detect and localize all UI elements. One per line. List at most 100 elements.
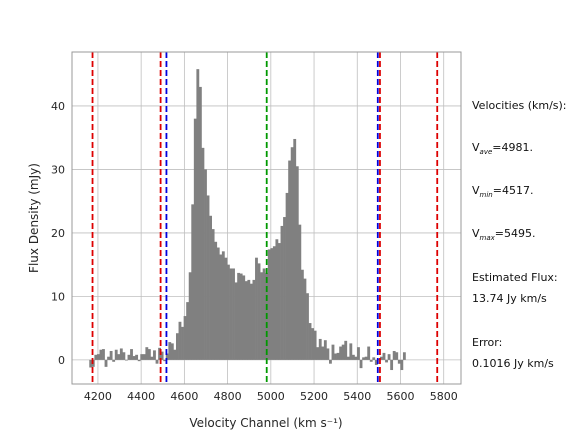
histogram-bar (277, 243, 281, 360)
histogram-bar (382, 352, 386, 360)
x-tick-labels: 4200 4400 4600 4800 5000 5200 5400 5600 5800 (84, 390, 458, 403)
histogram-bar (242, 275, 246, 360)
histogram-bar (275, 239, 279, 360)
histogram-bar (150, 356, 154, 360)
x-tick-label: 5000 (257, 390, 285, 403)
error-label: Error: (472, 336, 503, 349)
y-tick-labels: 0 10 20 30 40 (51, 100, 65, 367)
histogram-bar (252, 279, 256, 360)
histogram-bar (323, 340, 327, 360)
histogram-bar (244, 281, 248, 360)
histogram-bar (341, 344, 345, 360)
v-min-readout: Vmin=4517. (472, 184, 533, 199)
histogram-bar (385, 359, 388, 363)
histogram-bar (344, 340, 348, 360)
v-min-value: =4517. (492, 184, 534, 197)
histogram-bar (196, 69, 200, 360)
x-tick-label: 4200 (84, 390, 112, 403)
histogram-bar (216, 247, 220, 360)
histogram-bar (137, 359, 141, 362)
histogram-bar (267, 249, 271, 360)
histogram-bar (354, 356, 358, 360)
histogram-bar (104, 359, 108, 367)
histogram-bar (186, 302, 190, 360)
histogram-bar (163, 359, 167, 362)
histogram-bar (102, 349, 105, 360)
histogram-bar (402, 352, 406, 360)
histogram-bar (142, 354, 146, 360)
histogram-bar (293, 138, 297, 360)
histogram-bar (334, 353, 337, 360)
flux-value: 13.74 Jy km/s (472, 292, 547, 305)
y-tick-label: 10 (51, 290, 65, 303)
histogram-bar (306, 293, 309, 360)
histogram-bar (321, 346, 325, 360)
histogram-bar (191, 204, 195, 360)
histogram-bar (132, 356, 136, 360)
histogram-bar (188, 272, 192, 360)
plot-frame (71, 51, 462, 385)
histogram-bar (290, 147, 294, 360)
x-tick-label: 4400 (127, 390, 155, 403)
x-tick-label: 4800 (214, 390, 242, 403)
velocities-heading: Velocities (km/s): (472, 99, 567, 112)
histogram-bar (181, 326, 184, 360)
histogram-bar (96, 354, 100, 360)
histogram-bar (193, 118, 197, 360)
histogram-bar (303, 278, 307, 360)
histogram-bar (283, 217, 286, 360)
histogram-bar (226, 264, 230, 360)
histogram-bar (359, 359, 363, 369)
x-tick-label: 5600 (386, 390, 414, 403)
histogram-bar (367, 346, 371, 360)
histogram-bar (153, 350, 156, 360)
histogram-bar (262, 268, 266, 360)
histogram-bar (237, 272, 241, 360)
histogram-bar (311, 328, 314, 360)
histogram-bar (387, 354, 391, 360)
histogram-bar (160, 351, 164, 360)
histogram-bar (257, 263, 261, 360)
histogram-bar (298, 224, 302, 360)
histogram-bar (124, 359, 128, 361)
histogram-bar (377, 359, 381, 360)
histogram-bar (380, 356, 383, 360)
histogram-bar (232, 268, 235, 360)
histogram-bar (89, 359, 93, 368)
histogram-bar (288, 160, 292, 360)
histogram-bar (280, 225, 284, 360)
v-min-prefix: V (472, 184, 480, 197)
histogram-bar (206, 195, 210, 360)
histogram-bar (122, 352, 126, 360)
histogram-bar (130, 349, 133, 360)
histogram-bar (372, 357, 376, 360)
histogram-bar (165, 353, 169, 360)
histogram-bar (285, 192, 289, 360)
v-ave-sub: ave (479, 148, 493, 157)
histogram-bar (362, 357, 366, 360)
histogram-bar (198, 86, 202, 360)
histogram-bar (204, 169, 207, 360)
histogram-bar (158, 347, 161, 360)
histogram-bar (94, 354, 98, 360)
v-ave-value: =4981. (492, 141, 533, 154)
histogram-bar (397, 359, 401, 364)
error-value: 0.1016 Jy km/s (472, 357, 554, 370)
histogram-bar (112, 359, 116, 362)
histogram-bar (346, 356, 350, 360)
histogram-bar (249, 283, 253, 360)
v-min-sub: min (479, 191, 493, 200)
histogram-bar (316, 347, 320, 360)
y-tick-label: 40 (51, 100, 65, 113)
v-max-readout: Vmax=5495. (472, 227, 536, 242)
histogram-bar (313, 330, 317, 360)
histogram-bar (127, 354, 131, 360)
histogram-bar (272, 246, 276, 360)
histogram-bar (339, 346, 343, 360)
x-tick-label: 5800 (430, 390, 458, 403)
v-max-value: =5495. (494, 227, 536, 240)
histogram-bar (374, 359, 378, 365)
histogram-bar (183, 316, 187, 360)
histogram-bar (234, 282, 238, 360)
v-max-sub: max (479, 234, 495, 243)
